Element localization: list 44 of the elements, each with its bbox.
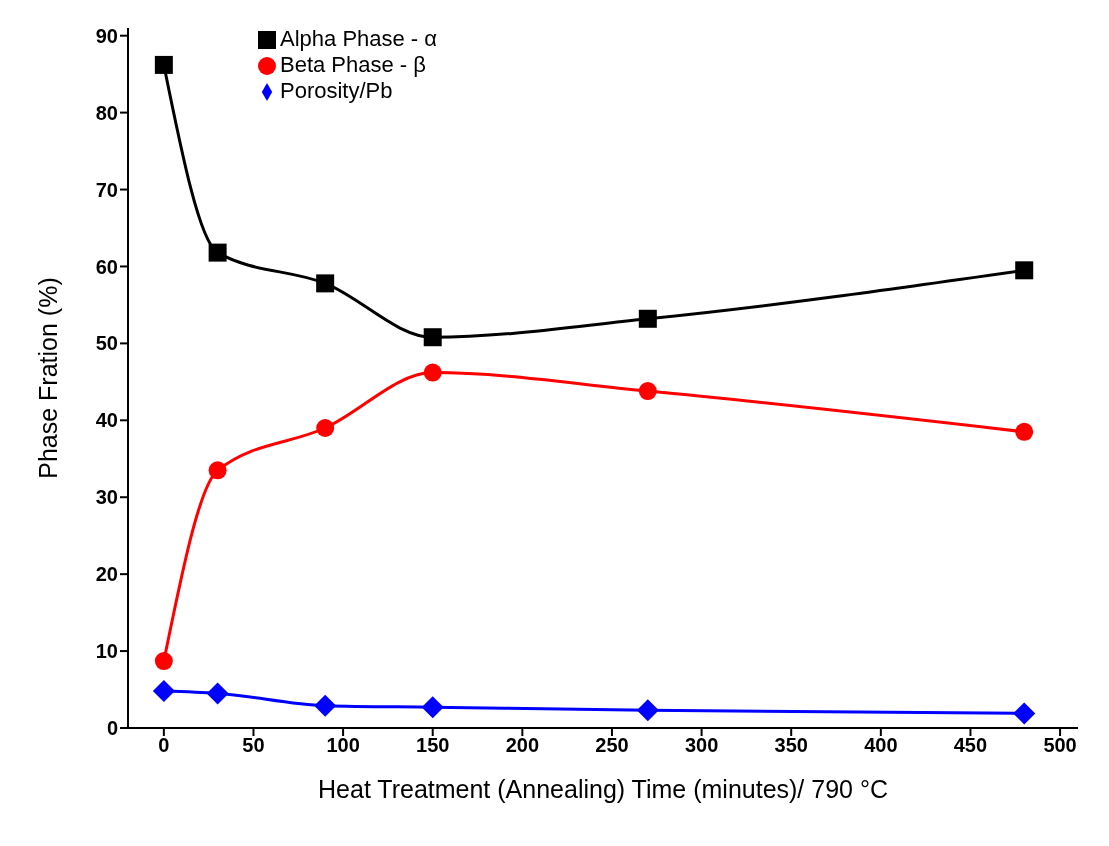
- x-tick-label: 50: [242, 734, 265, 757]
- x-tick-label: 100: [326, 734, 360, 757]
- x-tick-label: 200: [505, 734, 540, 757]
- y-tick-label: 10: [95, 640, 118, 663]
- x-tick-label: 450: [953, 734, 988, 757]
- y-tick-label: 20: [95, 563, 118, 586]
- y-tick-label: 0: [106, 717, 118, 740]
- legend-label: Alpha Phase - α: [280, 26, 438, 51]
- x-tick-label: 400: [864, 734, 898, 757]
- point: [636, 699, 659, 722]
- x-tick-label: 350: [774, 734, 808, 757]
- point: [316, 274, 335, 293]
- point: [638, 382, 657, 401]
- y-axis-title: Phase Fration (%): [33, 277, 62, 479]
- x-tick-label: 250: [595, 734, 629, 757]
- point: [154, 55, 173, 74]
- y-tick-label: 80: [95, 101, 118, 124]
- point: [208, 243, 227, 262]
- x-tick-label: 0: [158, 734, 170, 757]
- point: [152, 680, 175, 703]
- y-tick-label: 40: [95, 409, 118, 432]
- x-tick-label: 500: [1043, 734, 1077, 757]
- point: [154, 652, 173, 671]
- y-tick-label: 70: [95, 178, 118, 201]
- y-tick-label: 60: [95, 255, 118, 278]
- point: [423, 363, 442, 382]
- x-tick-label: 300: [684, 734, 719, 757]
- legend-label: Porosity/Pb: [280, 78, 393, 103]
- point: [1015, 422, 1034, 441]
- point: [314, 694, 337, 717]
- x-tick-label: 150: [416, 734, 450, 757]
- legend-label: Beta Phase - β: [280, 52, 426, 77]
- y-tick-label: 30: [95, 486, 118, 509]
- point: [206, 682, 229, 705]
- x-axis-title: Heat Treatment (Annealing) Time (minutes)/ 790 °C: [318, 775, 888, 803]
- point: [421, 696, 444, 719]
- y-tick-label: 90: [95, 24, 118, 47]
- point: [1015, 261, 1034, 280]
- point: [208, 461, 227, 480]
- y-tick-label: 50: [95, 332, 118, 355]
- point: [423, 328, 442, 347]
- point: [638, 309, 657, 328]
- point: [316, 419, 335, 437]
- point: [1013, 702, 1036, 725]
